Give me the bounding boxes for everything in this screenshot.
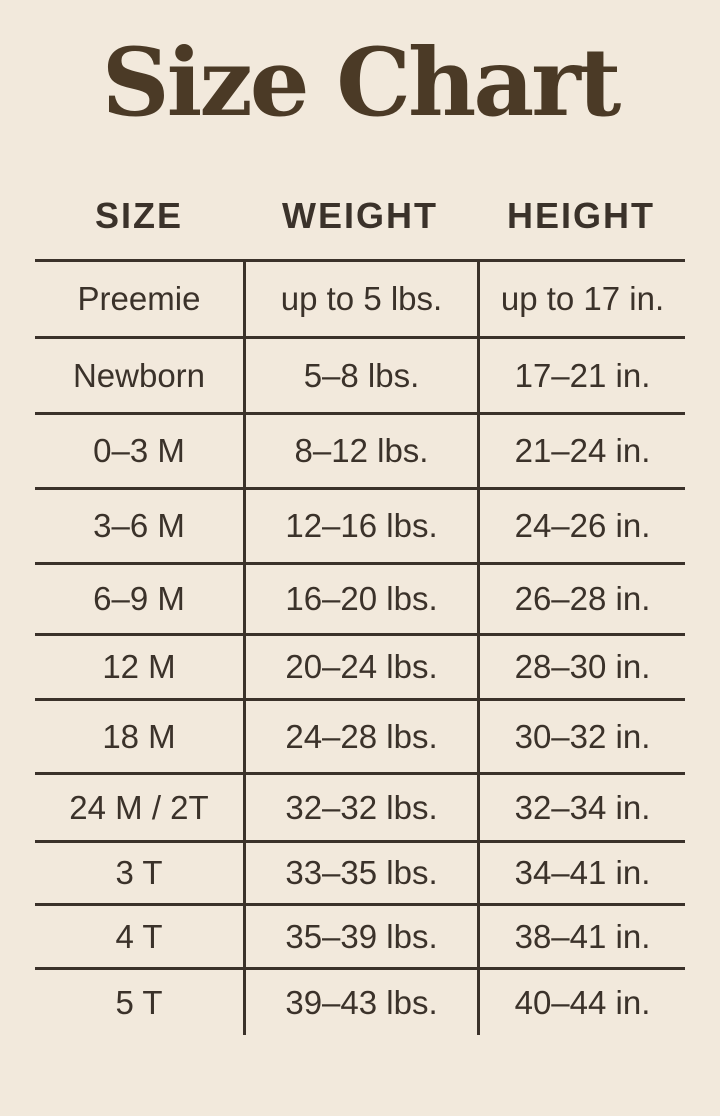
column-header-height: HEIGHT <box>506 195 655 236</box>
cell-weight: up to 5 lbs. <box>243 262 477 339</box>
cell-size: 6–9 M <box>35 565 243 636</box>
cell-weight: 33–35 lbs. <box>243 843 477 906</box>
column-header-size: SIZE <box>94 195 183 236</box>
column-header-weight: WEIGHT <box>282 195 438 236</box>
cell-size: 4 T <box>35 906 243 970</box>
cell-size: Preemie <box>35 262 243 339</box>
cell-weight: 20–24 lbs. <box>243 636 477 701</box>
size-chart-page: Size Chart SIZE WEIGHT HEIGHT Preemie up… <box>0 36 720 1116</box>
cell-size: 0–3 M <box>35 415 243 490</box>
cell-weight: 16–20 lbs. <box>243 565 477 636</box>
cell-weight: 39–43 lbs. <box>243 970 477 1035</box>
cell-size: 3 T <box>35 843 243 906</box>
cell-height: 30–32 in. <box>477 701 685 775</box>
cell-height: 26–28 in. <box>477 565 685 636</box>
cell-height: 34–41 in. <box>477 843 685 906</box>
cell-height: up to 17 in. <box>477 262 685 339</box>
cell-size: Newborn <box>35 339 243 415</box>
cell-height: 28–30 in. <box>477 636 685 701</box>
cell-weight: 35–39 lbs. <box>243 906 477 970</box>
cell-height: 40–44 in. <box>477 970 685 1035</box>
cell-height: 32–34 in. <box>477 775 685 843</box>
cell-weight: 8–12 lbs. <box>243 415 477 490</box>
cell-weight: 32–32 lbs. <box>243 775 477 843</box>
size-table: Preemie up to 5 lbs. up to 17 in. Newbor… <box>35 259 685 1035</box>
cell-size: 5 T <box>115 983 163 1021</box>
cell-height: 38–41 in. <box>477 906 685 970</box>
cell-size: 24 M / 2T <box>35 775 243 843</box>
cell-height: 21–24 in. <box>477 415 685 490</box>
table-header-row: SIZE WEIGHT HEIGHT <box>35 130 685 259</box>
cell-weight: 24–28 lbs. <box>243 701 477 775</box>
cell-weight: 12–16 lbs. <box>243 490 477 565</box>
cell-height: 17–21 in. <box>477 339 685 415</box>
cell-size: 18 M <box>35 701 243 775</box>
cell-height: 24–26 in. <box>477 490 685 565</box>
cell-size: 12 M <box>35 636 243 701</box>
page-title: Size Chart <box>101 28 622 138</box>
cell-size: 3–6 M <box>35 490 243 565</box>
cell-weight: 5–8 lbs. <box>243 339 477 415</box>
